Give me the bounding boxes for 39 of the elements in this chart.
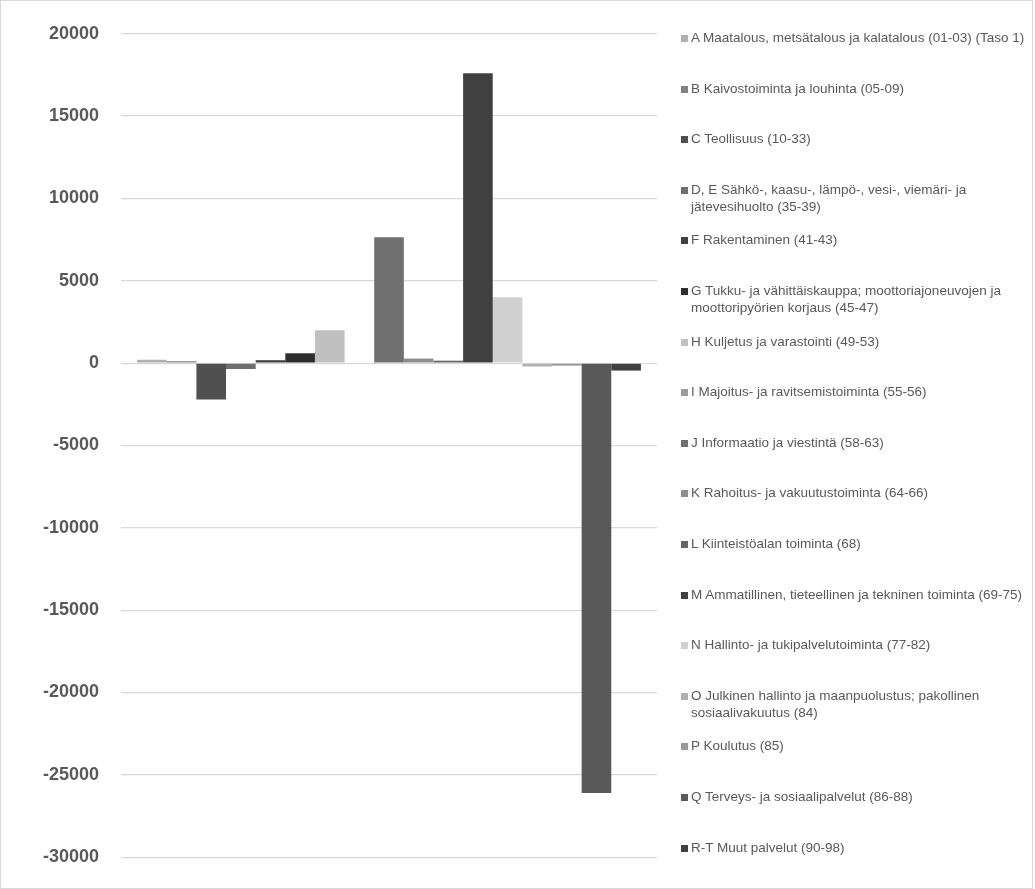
legend-label: H Kuljetus ja varastointi (49-53) [691, 332, 880, 350]
legend-label: M Ammatillinen, tieteellinen ja tekninen toiminta (69-75) [691, 585, 1022, 603]
bar [255, 360, 286, 363]
bar [581, 363, 612, 793]
y-tick-label: -30000 [42, 846, 100, 867]
legend-label: P Koulutus (85) [691, 737, 784, 755]
legend-label: N Hallinto- ja tukipalvelutoiminta (77-82) [691, 636, 931, 654]
bar [374, 237, 404, 363]
legend-label: B Kaivostoiminta ja louhinta (05-09) [691, 79, 905, 97]
y-tick-label: -5000 [53, 434, 100, 455]
y-tick-label: 20000 [48, 22, 100, 43]
legend-label: L Kiinteistöalan toiminta (68) [691, 534, 861, 552]
bar [285, 353, 315, 363]
legend-label: J Informaatio ja viestintä (58-63) [691, 433, 884, 451]
bar [403, 358, 434, 363]
bar [196, 363, 227, 400]
legend-label: K Rahoitus- ja vakuutustoiminta (64-66) [691, 484, 929, 502]
legend-label: D, E Sähkö-, kaasu-, lämpö-, vesi-, viemäri- ja jätevesihuolto (35-39) [691, 180, 968, 215]
y-tick-label: -15000 [42, 599, 100, 620]
legend-label: I Majoitus- ja ravitsemistoiminta (55-56) [691, 383, 927, 401]
legend-label: R-T Muut palvelut (90-98) [691, 838, 845, 856]
legend-label: F Rakentaminen (41-43) [691, 231, 838, 249]
legend-label: O Julkinen hallinto ja maanpuolustus; pakollinen sosiaalivakuutus (84) [691, 686, 981, 721]
bar [314, 330, 345, 363]
y-tick-label: 0 [89, 352, 100, 373]
y-tick-label: 5000 [59, 269, 100, 290]
bar [226, 363, 256, 369]
y-tick-label: 10000 [48, 187, 100, 208]
y-tick-label: -10000 [42, 516, 100, 537]
y-tick-label: -20000 [42, 681, 100, 702]
y-tick-label: 15000 [48, 105, 100, 126]
legend-label: Q Terveys- ja sosiaalipalvelut (86-88) [691, 787, 913, 805]
bar [137, 359, 167, 363]
legend-label: G Tukku- ja vähittäiskauppa; moottoriajoneuvojen ja moottoripyörien korjaus (45-47) [691, 281, 1002, 316]
y-tick-label: -25000 [42, 763, 100, 784]
bar [463, 73, 493, 363]
bar [611, 363, 641, 371]
legend-label: A Maatalous, metsätalous ja kalatalous (01-03) (Taso 1) [691, 29, 1025, 46]
legend-label: C Teollisuus (10-33) [691, 130, 811, 148]
